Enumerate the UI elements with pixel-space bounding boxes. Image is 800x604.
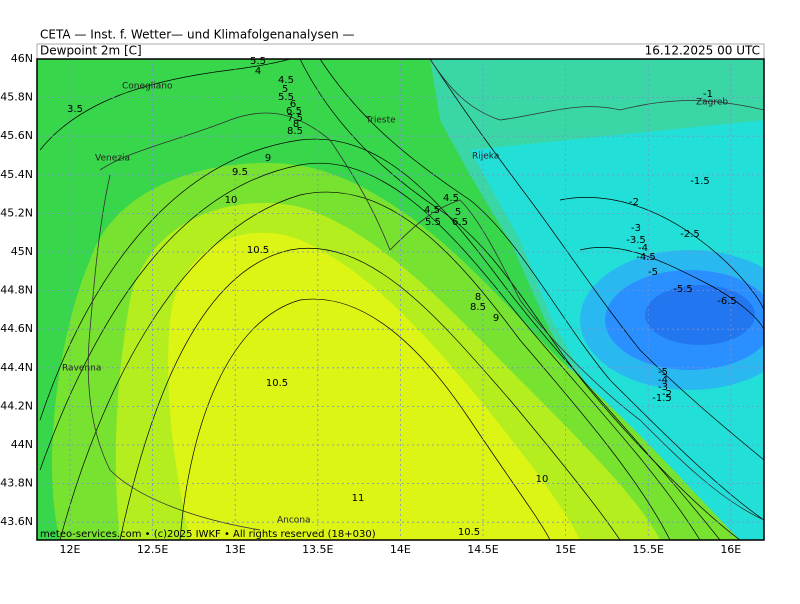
lat-label: 43.8N: [0, 477, 33, 490]
contour-label: -1.5: [652, 393, 672, 404]
contour-label: 5.5: [278, 92, 294, 103]
contour-label: -4: [658, 375, 668, 386]
place-label: Rijeka: [472, 152, 499, 162]
contour-label: 9: [265, 153, 271, 164]
lat-label: 45.6N: [0, 129, 33, 142]
contour-label: -6.5: [717, 296, 737, 307]
lat-label: 44.4N: [0, 361, 33, 374]
lon-label: 12E: [60, 543, 81, 556]
contour-label: -3: [631, 223, 641, 234]
lon-label: 13.5E: [302, 543, 333, 556]
lon-label: 12.5E: [137, 543, 168, 556]
contour-label: 4.5: [424, 205, 440, 216]
contour-label: 9.5: [232, 167, 248, 178]
lat-label: 44.8N: [0, 284, 33, 297]
contour-label: -1: [703, 89, 713, 100]
lat-label: 45.2N: [0, 206, 33, 219]
credit: meteo-services.com • (c)2025 IWKF • All …: [40, 529, 376, 540]
contour-label: -3: [658, 382, 668, 393]
lat-label: 46N: [11, 52, 33, 65]
contour-label: 6.5: [286, 106, 302, 117]
contour-label: 3.5: [67, 104, 83, 115]
contour-label: 6: [290, 99, 296, 110]
contour-label: -4.5: [636, 252, 656, 263]
contour-label: -5: [658, 367, 668, 378]
institute: CETA — Inst. f. Wetter— und Klimafolgena…: [40, 28, 355, 42]
contour-label: 4: [255, 66, 261, 77]
lat-label: 45N: [11, 245, 33, 258]
contour-label: 9: [493, 313, 499, 324]
contour-label: 4.5: [278, 75, 294, 86]
contour-label: -2: [629, 197, 639, 208]
graticule: [37, 59, 764, 540]
contour-label: 10: [225, 195, 238, 206]
contour-label: 5.5: [425, 217, 441, 228]
lat-label: 45.8N: [0, 91, 33, 104]
lat-label: 44.2N: [0, 399, 33, 412]
map-frame: [36, 58, 765, 541]
contour-label: 4.5: [443, 193, 459, 204]
lon-label: 14E: [390, 543, 411, 556]
contour-label: -3.5: [626, 235, 646, 246]
contour-label: -5: [648, 267, 658, 278]
valid-time: 16.12.2025 00 UTC: [645, 44, 760, 58]
field: [37, 59, 764, 540]
lon-label: 13E: [225, 543, 246, 556]
contour-label: 8.5: [287, 126, 303, 137]
lat-label: 45.4N: [0, 168, 33, 181]
contour-label: 10.5: [247, 245, 269, 256]
lon-label: 15E: [555, 543, 576, 556]
contour-label: 11: [352, 493, 365, 504]
contour-label: 5.5: [250, 56, 266, 67]
place-label: Conegliano: [122, 82, 173, 92]
contour-label: -4: [638, 243, 648, 254]
contour-label: -2.5: [680, 229, 700, 240]
lat-label: 43.6N: [0, 515, 33, 528]
parameter: Dewpoint 2m [C]: [40, 44, 142, 58]
contour-label: -5.5: [673, 284, 693, 295]
lon-label: 16E: [720, 543, 741, 556]
contour-label: 8.5: [470, 302, 486, 313]
contour-label: 5: [455, 207, 461, 218]
contour-label: 6.5: [452, 217, 468, 228]
lon-label: 14.5E: [467, 543, 498, 556]
lat-label: 44.6N: [0, 322, 33, 335]
contour-label: 10: [536, 474, 549, 485]
contour-label: 10.5: [266, 378, 288, 389]
contour-label: 8: [475, 292, 481, 303]
lat-label: 44N: [11, 438, 33, 451]
place-label: Ancona: [277, 516, 311, 526]
place-label: Venezia: [95, 154, 130, 164]
contour-label: -2: [662, 389, 672, 400]
contour-label: 10.5: [458, 527, 480, 538]
contour-label: -1.5: [690, 176, 710, 187]
place-label: Trieste: [365, 116, 396, 126]
contour-label: 8: [293, 119, 299, 130]
contour-label: 7.5: [287, 113, 303, 124]
place-label: Ravenna: [62, 364, 101, 374]
contour-label: 5: [282, 84, 288, 95]
place-label: Zagreb: [696, 98, 728, 108]
lon-label: 15.5E: [632, 543, 663, 556]
